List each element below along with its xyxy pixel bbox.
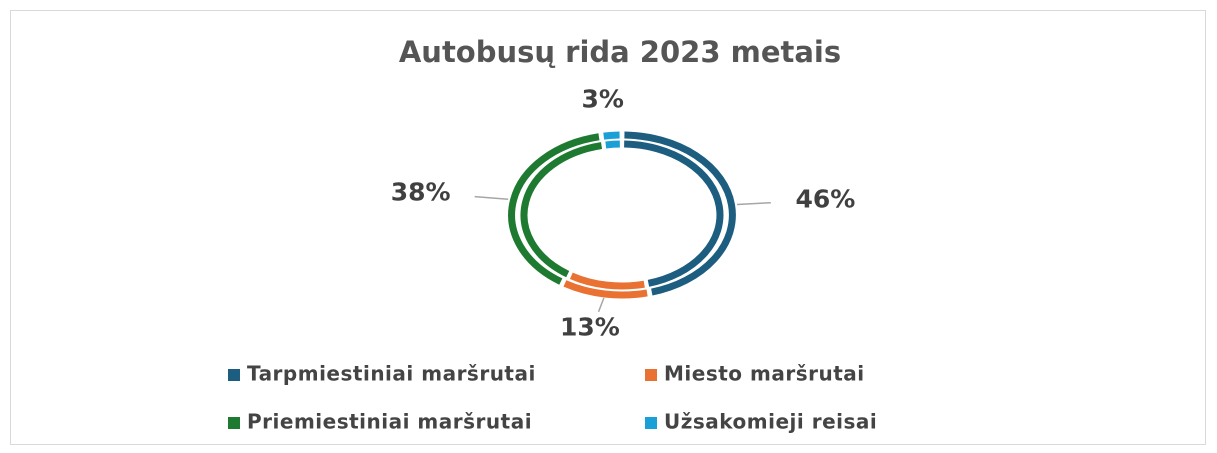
doughnut-segment — [605, 140, 620, 149]
leader-line — [474, 195, 509, 201]
doughnut-segment — [624, 140, 724, 287]
legend-swatch — [228, 417, 240, 429]
chart-frame — [10, 10, 1206, 445]
doughnut-segment — [563, 280, 648, 299]
doughnut-segment — [520, 142, 603, 278]
doughnut-segment — [508, 133, 600, 285]
legend-label: Užsakomieji reisai — [664, 410, 877, 434]
doughnut-segment — [603, 131, 620, 140]
legend-swatch — [228, 369, 240, 381]
legend-swatch — [645, 369, 657, 381]
chart-title: Autobusų rida 2023 metais — [399, 35, 841, 69]
leader-line — [736, 201, 771, 206]
data-label: 46% — [795, 185, 855, 214]
doughnut-segment — [624, 131, 736, 296]
doughnut-segment — [569, 272, 645, 290]
leader-line — [597, 297, 605, 313]
data-label: 38% — [391, 177, 451, 206]
legend-label: Tarpmiestiniai maršrutai — [247, 362, 536, 386]
data-label: 13% — [560, 313, 620, 342]
legend-label: Priemiestiniai maršrutai — [247, 410, 532, 434]
data-label: 3% — [581, 85, 623, 114]
legend-swatch — [645, 417, 657, 429]
legend-label: Miesto maršrutai — [664, 362, 865, 386]
